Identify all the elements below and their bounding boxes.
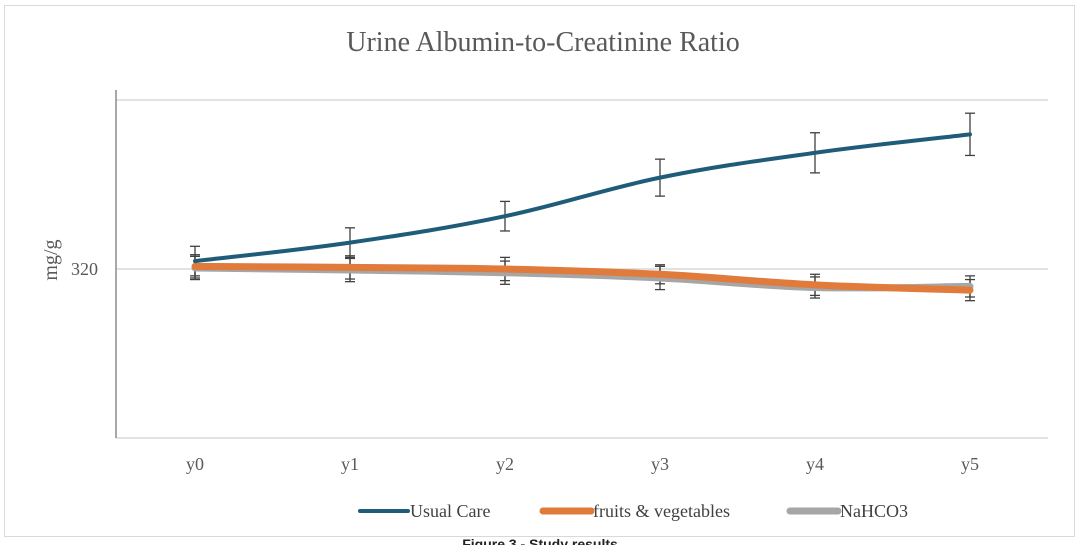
series-line-fruits-vegetables [191, 262, 974, 294]
chart-title: Urine Albumin-to-Creatinine Ratio [346, 27, 739, 58]
legend-label: fruits & vegetables [593, 501, 730, 521]
legend-item-nahco3: NaHCO3 [786, 501, 908, 521]
legend: Usual Care fruits & vegetables NaHCO3 [358, 501, 908, 521]
tick-labels: 320 y0 y1 y2 y3 y4 y5 [71, 259, 979, 474]
series-line-usual-care [193, 132, 972, 264]
x-tick-label-y3: y3 [651, 454, 669, 474]
legend-label: NaHCO3 [840, 501, 908, 521]
x-tick-label-y1: y1 [341, 454, 359, 474]
y-axis-label: mg/g [40, 239, 62, 280]
x-tick-label-y5: y5 [961, 454, 979, 474]
legend-item-fruits-vegetables: fruits & vegetables [539, 501, 730, 521]
series-lines [191, 132, 974, 294]
x-tick-label-y2: y2 [496, 454, 514, 474]
figure-caption: Figure 3 - Study results [462, 537, 618, 545]
y-tick-label-0: 320 [71, 259, 98, 279]
x-tick-label-y4: y4 [806, 454, 824, 474]
legend-item-usual-care: Usual Care [358, 501, 490, 521]
axes [115, 90, 1048, 439]
x-tick-label-y0: y0 [186, 454, 204, 474]
legend-label: Usual Care [410, 501, 490, 521]
gridlines [116, 99, 1048, 270]
